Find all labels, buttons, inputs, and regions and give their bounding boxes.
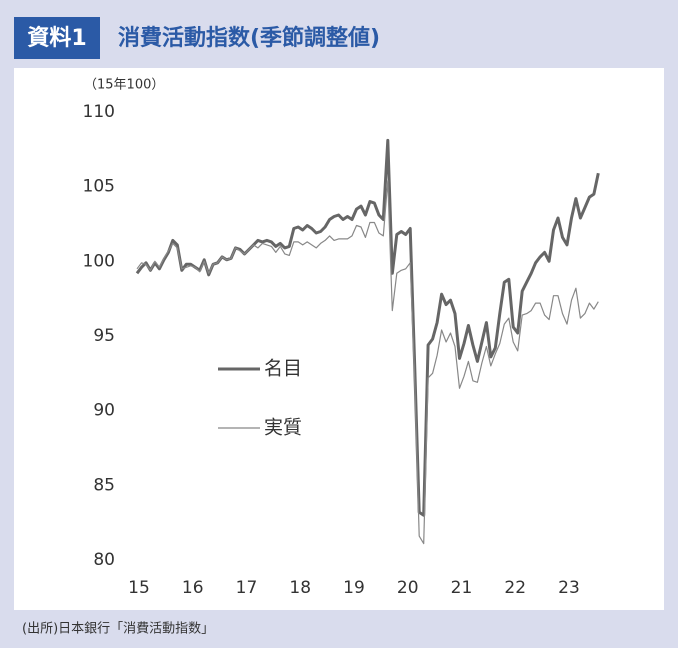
series-line bbox=[136, 180, 599, 545]
x-tick-label: 16 bbox=[182, 578, 204, 598]
x-tick-label: 18 bbox=[289, 578, 311, 598]
y-tick-label: 90 bbox=[93, 401, 115, 421]
legend-label: 実質 bbox=[264, 417, 302, 439]
plot-panel bbox=[14, 68, 664, 610]
x-tick-label: 17 bbox=[236, 578, 258, 598]
x-tick-label: 15 bbox=[128, 578, 150, 598]
x-tick-label: 20 bbox=[397, 578, 419, 598]
x-tick-label: 23 bbox=[558, 578, 580, 598]
x-tick-label: 19 bbox=[343, 578, 365, 598]
y-tick-label: 80 bbox=[93, 550, 115, 570]
y-tick-label: 105 bbox=[83, 177, 115, 197]
x-tick-label: 22 bbox=[504, 578, 526, 598]
x-tick-label: 21 bbox=[451, 578, 473, 598]
y-tick-label: 110 bbox=[83, 102, 115, 122]
y-tick-label: 100 bbox=[83, 251, 115, 271]
y-tick-label: 85 bbox=[93, 475, 115, 495]
source: (出所)日本銀行「消費活動指数」 bbox=[22, 622, 214, 637]
y-tick-label: 95 bbox=[93, 326, 115, 346]
y-unit: （15年100） bbox=[84, 78, 164, 93]
label-box bbox=[14, 17, 100, 59]
figure-label: 資料1 bbox=[27, 25, 86, 51]
legend-label: 名目 bbox=[264, 358, 302, 380]
chart-title: 消費活動指数(季節調整値) bbox=[118, 25, 380, 51]
